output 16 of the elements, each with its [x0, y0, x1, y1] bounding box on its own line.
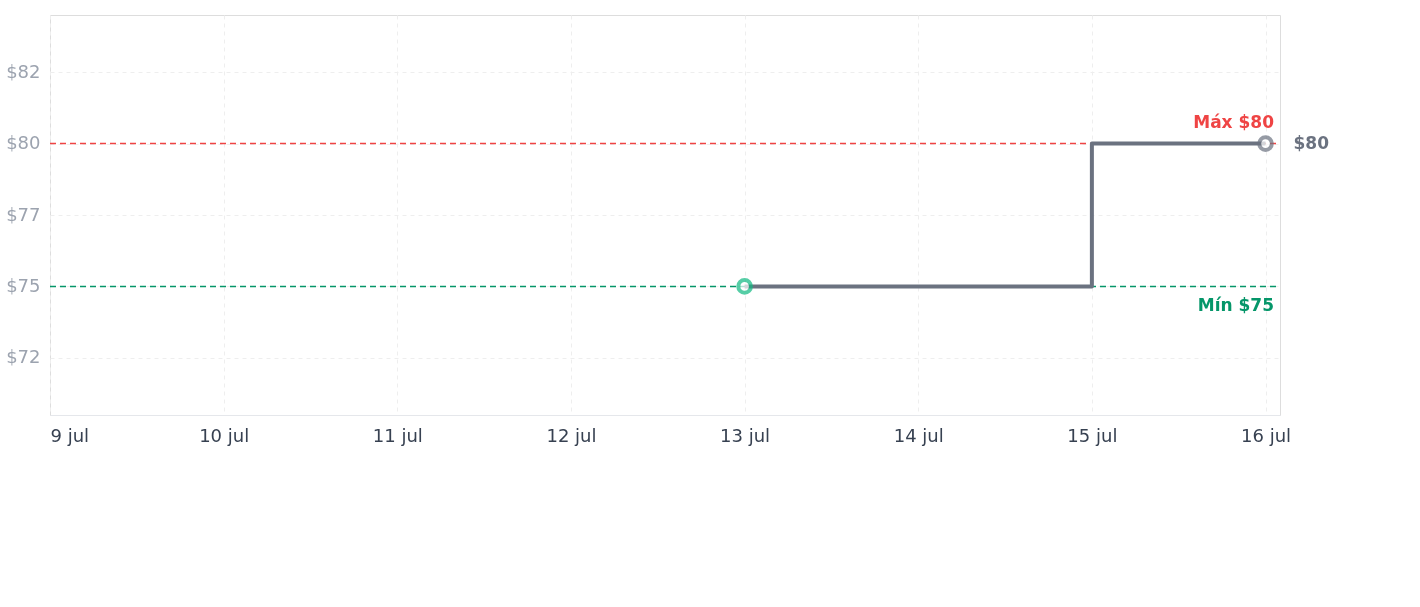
ref-line-label: Mín $75 [1197, 295, 1274, 316]
x-tick-label: 13 jul [720, 424, 771, 446]
x-tick-label: 9 jul [50, 424, 90, 446]
annotation: $80 [1293, 132, 1330, 153]
x-tick-label: 15 jul [1067, 424, 1118, 446]
y-tick-label: $80 [6, 132, 41, 154]
x-tick-label: 16 jul [1241, 424, 1292, 446]
x-tick-label: 14 jul [893, 424, 944, 446]
y-tick-label: $82 [6, 60, 41, 82]
x-tick-label: 11 jul [372, 424, 423, 446]
y-tick-label: $72 [6, 346, 41, 368]
y-tick-label: $75 [6, 274, 41, 296]
ref-line-label: Máx $80 [1193, 111, 1275, 132]
y-tick-label: $77 [6, 203, 41, 225]
x-tick-label: 10 jul [199, 424, 250, 446]
x-tick-label: 12 jul [546, 424, 597, 446]
